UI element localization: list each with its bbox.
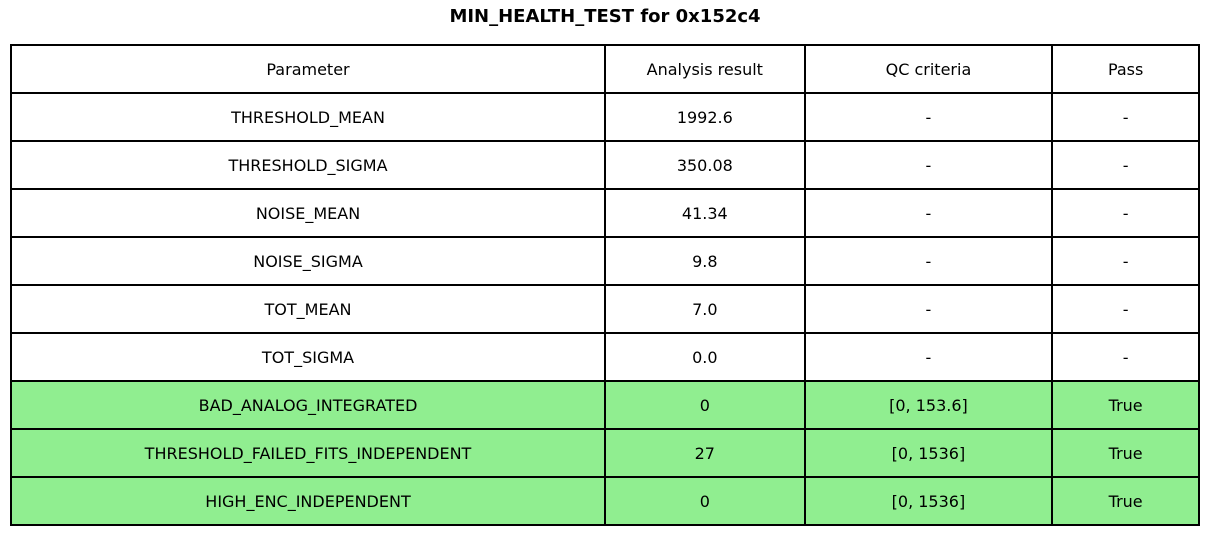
cell-parameter: TOT_MEAN xyxy=(9,284,607,334)
table-row: THRESHOLD_FAILED_FITS_INDEPENDENT 27 [0, 1… xyxy=(9,428,1200,478)
cell-pass: - xyxy=(1051,92,1200,142)
table-row: NOISE_SIGMA 9.8- - xyxy=(9,236,1200,286)
header-parameter: Parameter xyxy=(9,44,607,94)
cell-analysis-result: 0 xyxy=(604,476,806,526)
cell-analysis-result: 350.08 xyxy=(604,140,806,190)
cell-parameter: NOISE_MEAN xyxy=(9,188,607,238)
cell-parameter: TOT_SIGMA xyxy=(9,332,607,382)
cell-pass: - xyxy=(1051,236,1200,286)
cell-pass: - xyxy=(1051,332,1200,382)
page-title: MIN_HEALTH_TEST for 0x152c4 xyxy=(449,6,761,27)
cell-parameter: THRESHOLD_MEAN xyxy=(9,92,607,142)
cell-pass: True xyxy=(1051,380,1200,430)
cell-parameter: THRESHOLD_FAILED_FITS_INDEPENDENT xyxy=(9,428,607,478)
cell-pass: - xyxy=(1051,188,1200,238)
cell-pass: True xyxy=(1051,476,1200,526)
cell-qc-criteria: - xyxy=(803,92,1054,142)
cell-qc-criteria: - xyxy=(803,284,1054,334)
table-row: NOISE_MEAN 41.34- - xyxy=(9,188,1200,238)
header-analysis-result: Analysis result xyxy=(604,44,806,94)
cell-analysis-result: 41.34 xyxy=(604,188,806,238)
cell-pass: - xyxy=(1051,284,1200,334)
table-row: HIGH_ENC_INDEPENDENT 0 [0, 1536] True xyxy=(9,476,1200,526)
cell-qc-criteria: [0, 153.6] xyxy=(803,380,1054,430)
qc-results-table: Parameter Analysis result QC criteria Pa… xyxy=(9,44,1200,526)
cell-analysis-result: 0 xyxy=(604,380,806,430)
table-row: TOT_MEAN 7.0- - xyxy=(9,284,1200,334)
cell-parameter: THRESHOLD_SIGMA xyxy=(9,140,607,190)
table-body: THRESHOLD_MEAN 1992.6- - THRESHOLD_SIGMA 350… xyxy=(9,92,1200,526)
cell-pass: True xyxy=(1051,428,1200,478)
header-qc-criteria: QC criteria xyxy=(803,44,1054,94)
table-row: BAD_ANALOG_INTEGRATED 0 [0, 153.6] True xyxy=(9,380,1200,430)
cell-qc-criteria: [0, 1536] xyxy=(803,476,1054,526)
cell-qc-criteria: - xyxy=(803,188,1054,238)
cell-qc-criteria: - xyxy=(803,236,1054,286)
cell-parameter: BAD_ANALOG_INTEGRATED xyxy=(9,380,607,430)
cell-analysis-result: 7.0 xyxy=(604,284,806,334)
header-row: Parameter Analysis result QC criteria Pa… xyxy=(9,44,1200,94)
table-row: THRESHOLD_MEAN 1992.6- - xyxy=(9,92,1200,142)
cell-analysis-result: 0.0 xyxy=(604,332,806,382)
cell-qc-criteria: - xyxy=(803,332,1054,382)
cell-qc-criteria: - xyxy=(803,140,1054,190)
table-header: Parameter Analysis result QC criteria Pa… xyxy=(9,44,1200,94)
cell-parameter: NOISE_SIGMA xyxy=(9,236,607,286)
cell-analysis-result: 27 xyxy=(604,428,806,478)
table-row: THRESHOLD_SIGMA 350.08- - xyxy=(9,140,1200,190)
table-row: TOT_SIGMA 0.0- - xyxy=(9,332,1200,382)
cell-qc-criteria: [0, 1536] xyxy=(803,428,1054,478)
header-pass: Pass xyxy=(1051,44,1200,94)
cell-analysis-result: 9.8 xyxy=(604,236,806,286)
cell-pass: - xyxy=(1051,140,1200,190)
cell-analysis-result: 1992.6 xyxy=(604,92,806,142)
cell-parameter: HIGH_ENC_INDEPENDENT xyxy=(9,476,607,526)
